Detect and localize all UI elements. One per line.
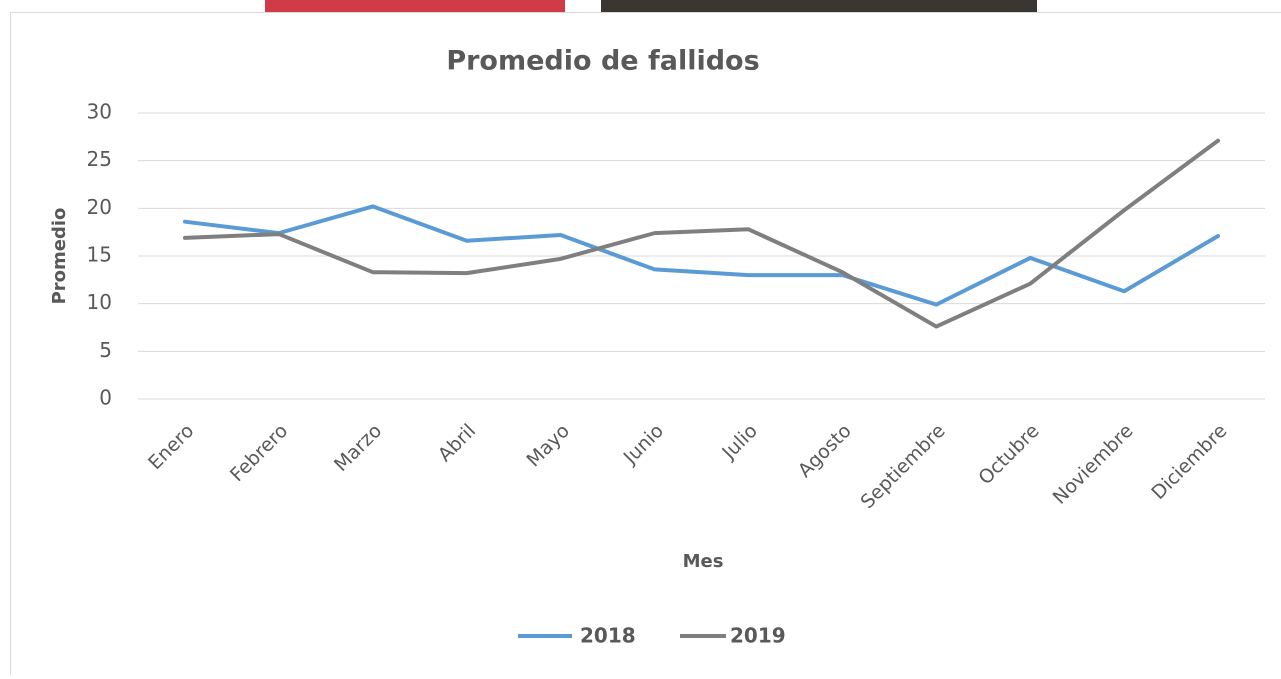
chart-frame [11, 13, 1281, 676]
top-image [601, 0, 1037, 12]
y-tick-label: 15 [87, 243, 112, 267]
y-tick-label: 25 [87, 147, 112, 171]
legend-label: 2018 [580, 624, 636, 648]
legend-label: 2019 [730, 624, 786, 648]
y-tick-label: 0 [99, 386, 112, 410]
y-axis-label: Promedio [49, 208, 70, 305]
top-image [265, 0, 565, 12]
x-axis-label: Mes [683, 551, 724, 572]
y-tick-label: 30 [87, 100, 112, 124]
chart: Promedio de fallidos Promedio Mes 0 5 10 15… [0, 0, 1281, 675]
y-tick-label: 20 [87, 195, 112, 219]
y-tick-label: 10 [87, 290, 112, 314]
y-tick-label: 5 [99, 338, 112, 362]
chart-title: Promedio de fallidos [446, 46, 759, 77]
